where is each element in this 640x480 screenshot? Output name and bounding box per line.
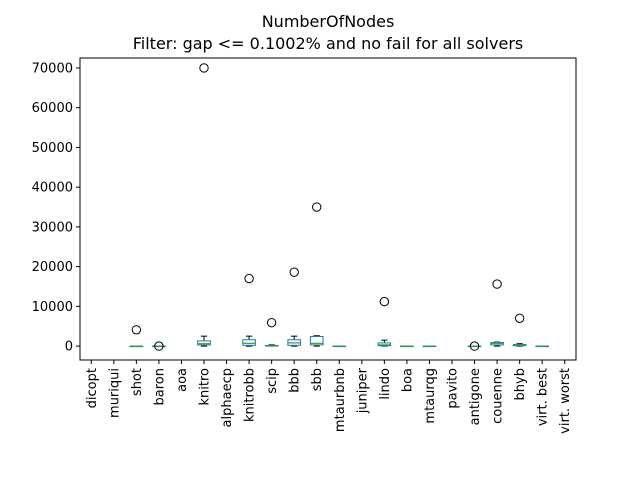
x-tick-label: lindo bbox=[378, 368, 393, 400]
plot-marks bbox=[129, 63, 549, 351]
x-axis: dicopt muriqui shot baron aoa knitro alphaecp k… bbox=[85, 360, 573, 434]
y-tick-label: 40000 bbox=[32, 181, 73, 196]
x-tick-label: bhyb bbox=[513, 368, 528, 400]
y-tick-label: 0 bbox=[65, 340, 73, 355]
outlier-point bbox=[379, 296, 390, 307]
x-tick-label: sbb bbox=[310, 368, 325, 391]
x-tick-label: boa bbox=[400, 368, 415, 392]
chart-title: NumberOfNodes bbox=[262, 12, 395, 31]
outlier-point bbox=[289, 267, 299, 277]
box-knitrobb bbox=[242, 339, 256, 346]
y-tick-label: 20000 bbox=[32, 260, 73, 275]
x-tick-label: mtaurbnb bbox=[333, 368, 348, 432]
x-tick-label: couenne bbox=[491, 368, 506, 424]
x-tick-label: shot bbox=[130, 368, 145, 396]
outlier-point bbox=[469, 341, 480, 351]
x-tick-label: scip bbox=[265, 368, 280, 394]
plot-frame bbox=[79, 57, 577, 361]
x-tick-label: juniper bbox=[355, 367, 370, 414]
outlier-point bbox=[244, 273, 254, 284]
x-tick-label: dicopt bbox=[85, 368, 100, 408]
y-tick-label: 10000 bbox=[32, 300, 73, 315]
chart-subtitle: Filter: gap <= 0.1002% and no fail for a… bbox=[133, 34, 523, 53]
y-tick-label: 30000 bbox=[32, 220, 73, 235]
x-tick-label: mtaurqg bbox=[423, 368, 438, 424]
x-tick-label: bbb bbox=[288, 368, 303, 393]
x-tick-label: pavito bbox=[446, 368, 461, 409]
outlier-point bbox=[199, 63, 209, 73]
y-axis: 0 10000 20000 30000 40000 50000 60000 70000 bbox=[32, 61, 80, 355]
x-tick-label: baron bbox=[152, 368, 167, 405]
outlier-point bbox=[492, 279, 502, 289]
x-tick-label: alphaecp bbox=[220, 368, 235, 427]
outlier-point bbox=[131, 325, 142, 335]
x-tick-label: aoa bbox=[175, 368, 190, 392]
outlier-point bbox=[266, 317, 277, 328]
x-tick-label: antigone bbox=[468, 368, 483, 425]
outlier-point bbox=[154, 341, 164, 351]
x-tick-label: knitro bbox=[198, 368, 213, 406]
box-sbb bbox=[309, 336, 324, 346]
x-tick-label: knitrobb bbox=[243, 368, 258, 422]
box-knitro bbox=[197, 340, 211, 346]
outlier-point bbox=[514, 313, 525, 323]
x-tick-label: virt. best bbox=[536, 368, 551, 426]
y-tick-label: 70000 bbox=[32, 61, 73, 76]
x-tick-label: virt. worst bbox=[558, 368, 573, 434]
y-tick-label: 50000 bbox=[32, 141, 73, 156]
x-tick-label: muriqui bbox=[107, 368, 122, 418]
y-tick-label: 60000 bbox=[32, 101, 73, 116]
outlier-point bbox=[312, 202, 322, 212]
